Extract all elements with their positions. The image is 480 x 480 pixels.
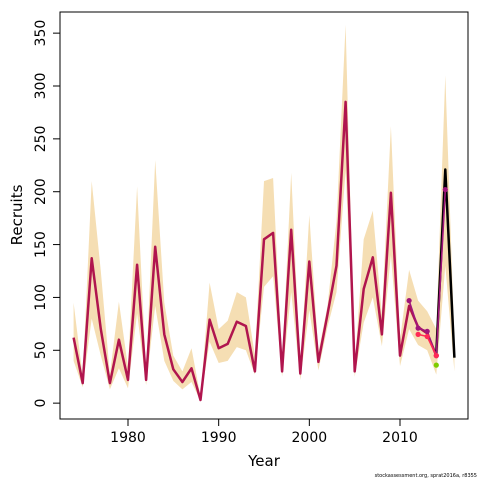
x-tick-label-2: 2000 <box>292 430 328 446</box>
points-layer <box>406 187 448 368</box>
series-3-point-0 <box>415 331 421 337</box>
x-tick-label-1: 1990 <box>201 430 237 446</box>
series-2-point-0 <box>406 298 412 304</box>
confidence-band <box>73 24 455 401</box>
series-2-point-1 <box>415 325 421 331</box>
y-axis-title: Recruits <box>8 184 26 245</box>
credit-text: stockassessment.org, sprat2016a, r8355 <box>375 473 477 479</box>
y-axis: 0 50 100 150 200 250 300 350 <box>33 20 60 408</box>
y-tick-label-0: 0 <box>33 399 49 408</box>
confidence-band-layer <box>73 24 455 401</box>
y-tick-label-4: 200 <box>33 178 49 205</box>
x-tick-label-0: 1980 <box>110 430 146 446</box>
series-3-point-1 <box>424 333 430 340</box>
x-tick-label-3: 2010 <box>382 430 418 446</box>
plot-frame <box>59 11 469 420</box>
series-line-0 <box>72 100 438 402</box>
series-4-point-0 <box>433 362 439 368</box>
x-axis: 1980 1990 2000 2010 <box>110 419 418 446</box>
y-tick-label-3: 150 <box>33 231 49 258</box>
y-tick-label-2: 100 <box>33 284 49 311</box>
y-tick-label-7: 350 <box>33 20 49 47</box>
y-tick-label-6: 300 <box>33 73 49 100</box>
series-layer <box>72 100 456 402</box>
x-axis-title: Year <box>247 452 281 470</box>
y-tick-label-5: 250 <box>33 126 49 153</box>
series-2-point-4 <box>442 187 448 193</box>
y-tick-label-1: 50 <box>33 341 49 359</box>
series-3-point-2 <box>433 353 439 359</box>
series-2-point-2 <box>424 328 430 334</box>
